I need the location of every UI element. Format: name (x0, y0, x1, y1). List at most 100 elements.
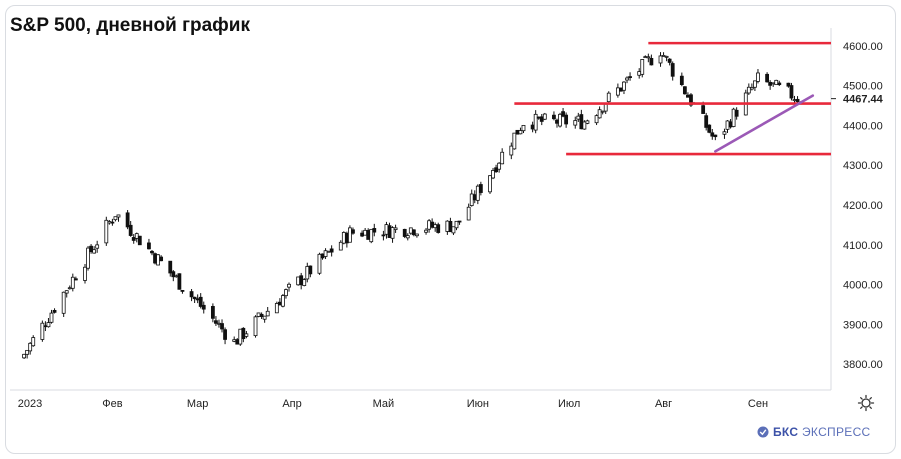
candle-body (274, 303, 279, 314)
gear-icon[interactable] (857, 394, 875, 412)
candle-body (600, 110, 605, 113)
brand-watermark: БКС ЭКСПРЕСС (757, 425, 871, 439)
candle-body (795, 98, 800, 102)
candle-body (515, 129, 520, 135)
candle-body (792, 99, 797, 101)
candle-body (189, 291, 194, 298)
candle-body (408, 227, 413, 234)
candle-body (64, 290, 69, 294)
candle-body (150, 250, 154, 254)
candle-body (622, 81, 626, 91)
candle-body (296, 276, 301, 286)
candle-body (536, 116, 541, 119)
candle-body (649, 57, 654, 66)
candle-body (153, 253, 157, 264)
candles-layer (22, 52, 803, 359)
candle-body (156, 254, 160, 266)
candle-body (238, 328, 243, 345)
candle-body (52, 310, 57, 313)
candle-body (210, 306, 215, 319)
labels-layer: 4600.00 4500.00 4400.00 4300.00 4200.00 4100.… (18, 41, 891, 410)
candle-body (561, 111, 565, 117)
candle-body (198, 296, 203, 307)
x-tick-label: 2023 (18, 398, 42, 410)
x-tick-label: Июл (558, 398, 580, 410)
candle-body (539, 116, 544, 122)
candle-body (86, 247, 90, 269)
candle-body (125, 212, 130, 228)
candle-body (308, 265, 313, 275)
candle-body (707, 124, 712, 133)
candle-body (281, 295, 285, 307)
candle-body (104, 219, 109, 244)
candle-body (725, 120, 730, 130)
candle-body (259, 313, 264, 317)
candle-body (92, 249, 97, 254)
x-tick-label: Апр (282, 398, 301, 410)
candle-body (232, 339, 237, 342)
candle-body (731, 108, 736, 127)
candle-body (564, 114, 569, 125)
y-tick-label: 4600.00 (843, 41, 883, 53)
candle-body (756, 72, 760, 82)
x-tick-label: Мар (187, 398, 209, 410)
y-tick-label: 4300.00 (843, 160, 883, 172)
candle-body (500, 151, 505, 165)
candle-body (363, 229, 368, 236)
candle-body (433, 224, 438, 229)
candle-body (405, 235, 410, 239)
candle-body (201, 304, 206, 310)
candle-body (454, 220, 459, 229)
candle-body (171, 271, 176, 278)
candle-body (67, 287, 72, 290)
y-tick-label: 4000.00 (843, 280, 883, 292)
candle-body (323, 250, 328, 257)
candle-body (521, 125, 526, 132)
levels-layer (514, 41, 831, 156)
candle-body (777, 82, 782, 86)
candle-body (302, 279, 307, 286)
candle-body (533, 113, 538, 131)
candle-body (445, 220, 450, 232)
candle-body (329, 248, 334, 253)
candle-body (107, 221, 112, 224)
candle-body (710, 132, 715, 137)
candle-body (61, 291, 66, 314)
candle-body (43, 325, 48, 328)
candle-body (682, 86, 687, 95)
candle-body (585, 120, 590, 124)
candle-body (430, 221, 435, 228)
candle-body (512, 132, 517, 150)
candle-body (457, 220, 462, 223)
candle-body (137, 235, 142, 246)
candle-body (351, 229, 355, 234)
candle-body (256, 312, 261, 317)
candle-body (168, 260, 173, 274)
candle-body (466, 206, 471, 221)
candle-body (46, 322, 51, 328)
candle-body (28, 342, 33, 352)
candle-body (265, 310, 270, 317)
candle-body (475, 185, 480, 201)
candle-body (491, 170, 495, 179)
candle-body (73, 278, 78, 281)
candle-body (628, 76, 632, 78)
candle-body (469, 193, 474, 206)
candle-body (615, 87, 620, 96)
candle-body (427, 220, 431, 230)
candle-body (436, 224, 441, 233)
candle-body (415, 233, 419, 237)
candle-body (749, 87, 754, 90)
current-price-label: 4467.44 (843, 94, 884, 106)
candle-body (786, 82, 791, 87)
candle-body (110, 221, 115, 224)
candle-body (195, 298, 200, 301)
candle-body (338, 241, 343, 251)
axis-layer (10, 28, 832, 391)
candle-body (643, 56, 648, 59)
candle-body (95, 244, 100, 249)
candle-body (384, 224, 389, 235)
candle-body (40, 322, 45, 340)
candle-body (597, 109, 602, 119)
candle-body (326, 250, 331, 253)
